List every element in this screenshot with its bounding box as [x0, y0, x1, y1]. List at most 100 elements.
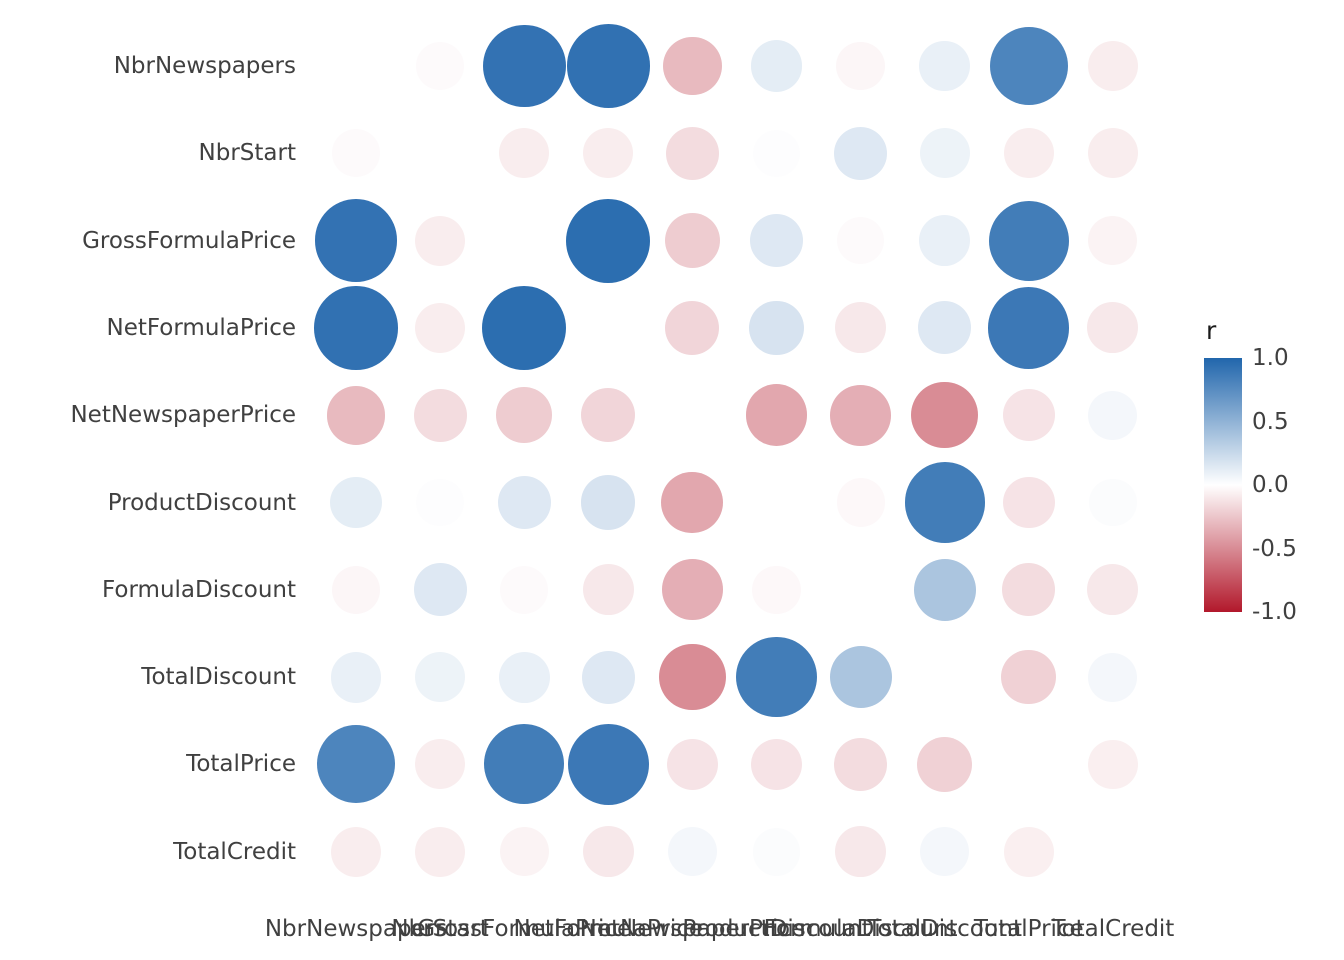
corr-circle: [835, 302, 887, 354]
corr-circle: [499, 128, 550, 179]
corr-circle: [413, 563, 467, 617]
corr-circle: [904, 462, 985, 543]
x-axis-label: ProductDiscount: [682, 916, 871, 942]
legend-tick-label: 0.0: [1252, 472, 1289, 498]
corr-circle: [1087, 302, 1139, 354]
corr-circle: [416, 42, 464, 90]
corr-circle: [332, 129, 380, 178]
corr-circle: [662, 559, 723, 621]
corr-circle: [566, 24, 650, 108]
corr-circle: [500, 565, 549, 614]
corr-circle: [583, 128, 634, 179]
corr-circle: [1003, 128, 1054, 179]
corr-circle: [415, 215, 466, 266]
corr-circle: [1087, 564, 1139, 616]
corr-circle: [988, 200, 1069, 281]
corr-circle: [566, 198, 651, 283]
corr-circle: [581, 475, 636, 530]
corr-circle: [750, 738, 803, 791]
corr-circle: [1089, 478, 1137, 527]
corr-circle: [917, 737, 973, 792]
corr-circle: [750, 40, 803, 92]
corr-circle: [415, 739, 466, 790]
y-axis-label: TotalPrice: [186, 751, 296, 778]
corr-circle: [1088, 390, 1138, 440]
x-axis-label: NetNewspaperPrice: [579, 916, 806, 942]
y-axis-label: TotalCredit: [173, 838, 296, 865]
legend-tick-label: 0.5: [1252, 408, 1289, 435]
x-axis-label: TotalDiscount: [867, 916, 1023, 942]
corr-circle: [582, 564, 634, 616]
y-axis-label: NbrNewspapers: [113, 53, 296, 79]
corr-circle: [661, 471, 724, 534]
corr-circle: [1088, 652, 1138, 702]
corr-circle: [665, 300, 720, 355]
corr-circle: [415, 302, 466, 353]
x-axis-label: NetFormulaPrice: [513, 916, 704, 942]
y-axis-label: GrossFormulaPrice: [82, 227, 296, 254]
corr-circle: [830, 384, 891, 446]
corr-circle: [749, 300, 804, 355]
y-axis-label: NetNewspaperPrice: [70, 402, 296, 429]
corr-circle: [1087, 40, 1138, 92]
corr-circle: [836, 216, 885, 265]
legend-tick-label: -0.5: [1252, 535, 1297, 562]
corr-circle: [666, 738, 719, 791]
corr-circle: [834, 126, 888, 180]
corr-circle: [415, 652, 466, 703]
corr-circle: [416, 478, 464, 527]
corr-circle: [331, 565, 381, 615]
corr-circle: [316, 725, 396, 804]
corr-circle: [330, 651, 382, 703]
corr-circle: [330, 826, 382, 877]
corr-circle: [736, 637, 817, 718]
corr-circle: [834, 737, 888, 791]
corr-circle: [1088, 216, 1138, 266]
corr-circle: [497, 476, 551, 529]
corr-circle: [499, 827, 549, 877]
corr-circle: [989, 26, 1068, 106]
x-axis-label: GrossFormulaPrice: [417, 916, 632, 942]
corr-circle: [1088, 739, 1138, 790]
corr-circle: [496, 387, 552, 443]
corr-circle: [581, 388, 636, 443]
corr-circle: [835, 826, 887, 878]
corr-circle: [1001, 649, 1057, 705]
y-axis-label: NetFormulaPrice: [106, 314, 296, 341]
corr-circle: [836, 41, 885, 91]
corr-circle: [988, 287, 1070, 369]
corr-circle: [415, 826, 466, 877]
y-axis-label: NbrStart: [198, 140, 296, 167]
corr-circle: [330, 476, 382, 529]
corr-circle: [659, 643, 726, 711]
y-axis-label: TotalDiscount: [141, 664, 296, 691]
color-legend: 1.0 0.5 0.0 -0.5 -1.0: [1204, 345, 1344, 625]
corr-circle: [1002, 389, 1055, 442]
x-axis-label: TotalPrice: [973, 916, 1084, 942]
y-axis-label: ProductDiscount: [107, 489, 296, 516]
corr-circle: [484, 724, 565, 805]
corr-circle: [752, 129, 801, 177]
corr-circle: [581, 650, 635, 704]
corr-circle: [482, 285, 567, 370]
corr-circle: [829, 646, 892, 708]
corr-circle: [314, 286, 398, 370]
corr-circle: [919, 128, 970, 179]
corr-circle: [918, 301, 972, 355]
corr-circle: [482, 24, 566, 108]
corr-circle: [919, 40, 971, 92]
corr-circle: [1002, 563, 1056, 617]
corr-circle: [582, 826, 634, 878]
corr-circle: [1003, 826, 1054, 877]
legend-colorbar: [1204, 358, 1242, 612]
corr-circle: [667, 827, 717, 877]
legend-tick-label: -1.0: [1252, 599, 1297, 625]
corr-circle: [752, 827, 801, 876]
legend-tick-label: 1.0: [1252, 345, 1289, 371]
corr-circle: [920, 827, 970, 877]
corr-circle: [750, 214, 803, 268]
corr-circle: [413, 388, 467, 442]
corr-circle: [911, 381, 978, 449]
